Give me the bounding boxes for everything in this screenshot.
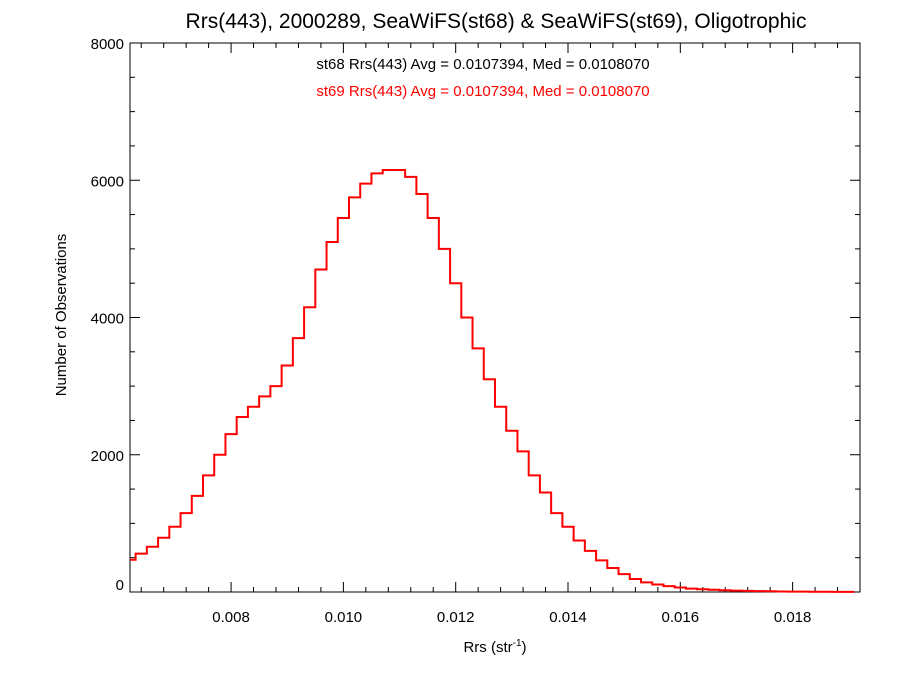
y-tick-label: 0 xyxy=(116,577,124,594)
x-axis-label: Rrs (str-1) xyxy=(463,638,526,656)
y-axis-label: Number of Observations xyxy=(53,234,70,397)
series-line-st69 xyxy=(130,168,855,593)
x-axis-tick-labels: 0.008 0.010 0.012 0.014 0.016 0.018 xyxy=(212,609,811,626)
x-axis-label-text: Rrs (str xyxy=(463,639,512,656)
annotation-st69-stats: st69 Rrs(443) Avg = 0.0107394, Med = 0.0… xyxy=(316,83,649,100)
x-axis-label-superscript: -1 xyxy=(513,638,522,649)
series-layer xyxy=(130,168,855,593)
x-tick-label: 0.010 xyxy=(325,609,363,626)
x-tick-label: 0.016 xyxy=(662,609,700,626)
plot-frame xyxy=(129,42,861,593)
annotation-st68-stats: st68 Rrs(443) Avg = 0.0107394, Med = 0.0… xyxy=(316,56,649,73)
y-tick-label: 8000 xyxy=(91,36,124,53)
x-tick-label: 0.018 xyxy=(774,609,812,626)
y-tick-label: 2000 xyxy=(91,448,124,465)
y-axis-tick-labels: 0 2000 4000 6000 8000 xyxy=(91,36,124,594)
x-tick-label: 0.008 xyxy=(212,609,250,626)
x-axis-ticks xyxy=(140,43,861,592)
y-tick-label: 4000 xyxy=(91,311,124,328)
y-axis-ticks xyxy=(130,42,860,593)
x-tick-label: 0.014 xyxy=(549,609,587,626)
chart-title: Rrs(443), 2000289, SeaWiFS(st68) & SeaWi… xyxy=(186,10,807,33)
y-tick-label: 6000 xyxy=(91,173,124,190)
x-tick-label: 0.012 xyxy=(437,609,475,626)
x-axis-label-close: ) xyxy=(522,639,527,656)
